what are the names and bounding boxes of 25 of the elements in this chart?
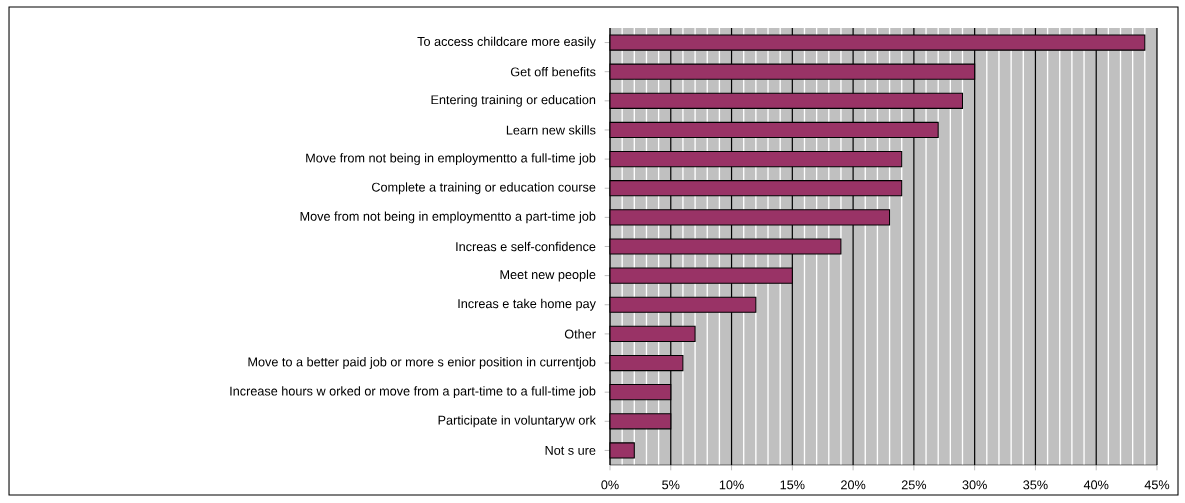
x-tick-label: 45% xyxy=(1144,480,1170,490)
x-tick-label: 20% xyxy=(841,480,866,490)
y-tick-label: Participate in voluntaryw ork xyxy=(438,415,596,428)
y-tick-label: Meet new people xyxy=(500,269,596,282)
x-tick-label: 0% xyxy=(601,480,619,490)
y-tick-label: Increas e take home pay xyxy=(458,298,596,311)
y-tick-label: Not s ure xyxy=(545,446,596,455)
x-tick-label: 30% xyxy=(962,480,987,490)
x-tick-label: 40% xyxy=(1083,480,1109,490)
x-tick-label: 15% xyxy=(780,480,805,490)
y-tick-label: Increase hours w orked or move from a part-time to a full-time job xyxy=(230,386,596,399)
y-tick-label: Move to a better paid job or more s enior position in currentjob xyxy=(248,357,596,369)
x-tick-label: 10% xyxy=(719,480,744,490)
y-tick-label: Learn new skills xyxy=(506,125,596,135)
y-tick-label: Get off benefits xyxy=(510,67,596,77)
x-tick-label: 35% xyxy=(1023,480,1048,490)
y-tick-label: Other xyxy=(564,329,596,339)
y-tick-label: Increas e self-confidence xyxy=(456,241,596,252)
y-tick-label: To access childcare more easily xyxy=(417,36,596,49)
y-tick-label: Complete a training or education course xyxy=(372,182,596,195)
y-tick-label: Entering training or education xyxy=(431,94,596,107)
y-tick-label: Move from not being in employmentto a full-time job xyxy=(306,153,596,166)
x-tick-label: 25% xyxy=(901,480,927,490)
x-tick-label: 5% xyxy=(662,480,680,490)
y-tick-label: Move from not being in employmentto a part-time job xyxy=(300,211,596,224)
